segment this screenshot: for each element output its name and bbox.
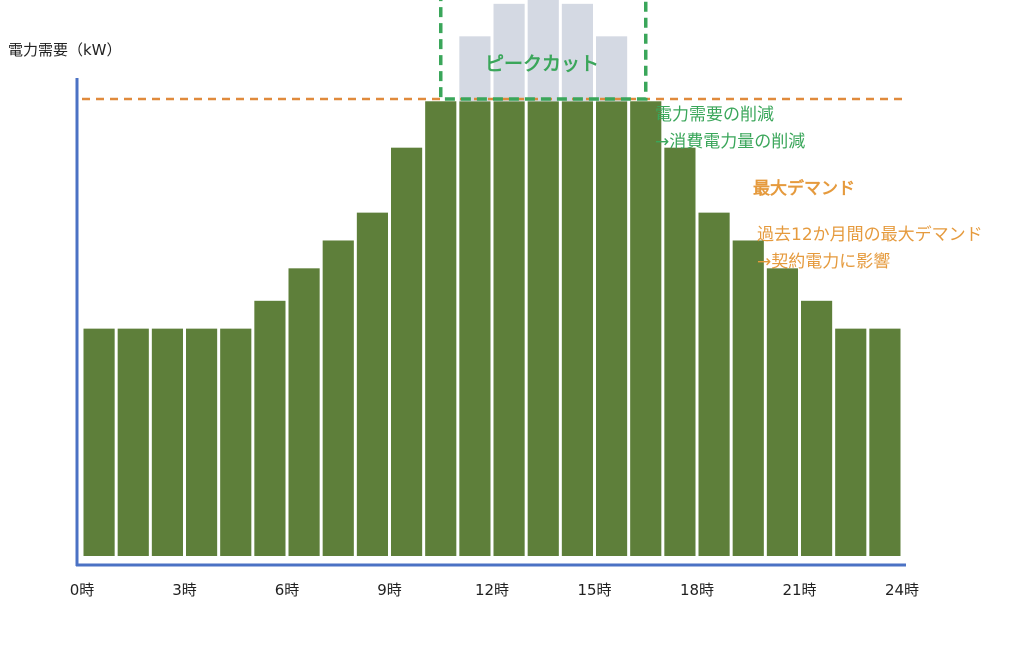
peak-cut-bar [561,3,593,102]
demand-bar [425,101,457,556]
x-tick-label: 18時 [680,581,714,599]
x-tick-label: 6時 [275,581,300,599]
peak-cut-bar [493,3,525,102]
x-tick-label: 3時 [172,581,197,599]
demand-bar [391,147,423,556]
max-demand-note-line-2: →契約電力に影響 [757,252,890,272]
peak-cut-bars [459,0,628,102]
peak-cut-bar [596,36,628,102]
demand-bar [596,101,628,556]
demand-bar [664,147,696,556]
demand-bar [186,328,218,556]
demand-bar [322,240,354,557]
x-tick-label: 21時 [782,581,816,599]
demand-bar [869,328,901,556]
demand-bar [493,101,525,556]
demand-bar [801,300,833,556]
peak-cut-title: ピークカット [485,53,599,75]
demand-bar [732,240,764,557]
demand-bar [117,328,149,556]
demand-bar [83,328,115,556]
peak-cut-note-line-2: →消費電力量の削減 [655,132,805,152]
x-tick-label: 15時 [577,581,611,599]
peak-cut-note-line-1: 電力需要の削減 [655,105,774,125]
demand-bar [561,101,593,556]
x-axis-ticks: 0時 3時 6時 9時 12時 15時 18時 21時 24時 [70,581,919,599]
peak-cut-box [439,0,648,101]
demand-bar [356,212,388,556]
demand-bar [151,328,183,556]
x-tick-label: 9時 [377,581,402,599]
demand-bars [83,101,901,557]
max-demand-note-line-1: 過去12か月間の最大デマンド [757,224,983,245]
x-tick-label: 0時 [70,581,95,599]
demand-bar [254,300,286,556]
demand-bar [630,101,662,556]
demand-bar [220,328,252,556]
demand-bar [835,328,867,556]
demand-bar [288,268,320,556]
x-tick-label: 12時 [475,581,509,599]
peak-cut-bar [527,0,559,102]
demand-bar [698,212,730,556]
demand-bar [527,101,559,556]
demand-bar [459,101,491,556]
x-tick-label: 24時 [885,581,919,599]
y-axis-label: 電力需要（kW） [8,41,122,59]
peak-cut-bar [459,36,491,102]
demand-bar [766,268,798,556]
max-demand-title: 最大デマンド [753,178,855,199]
